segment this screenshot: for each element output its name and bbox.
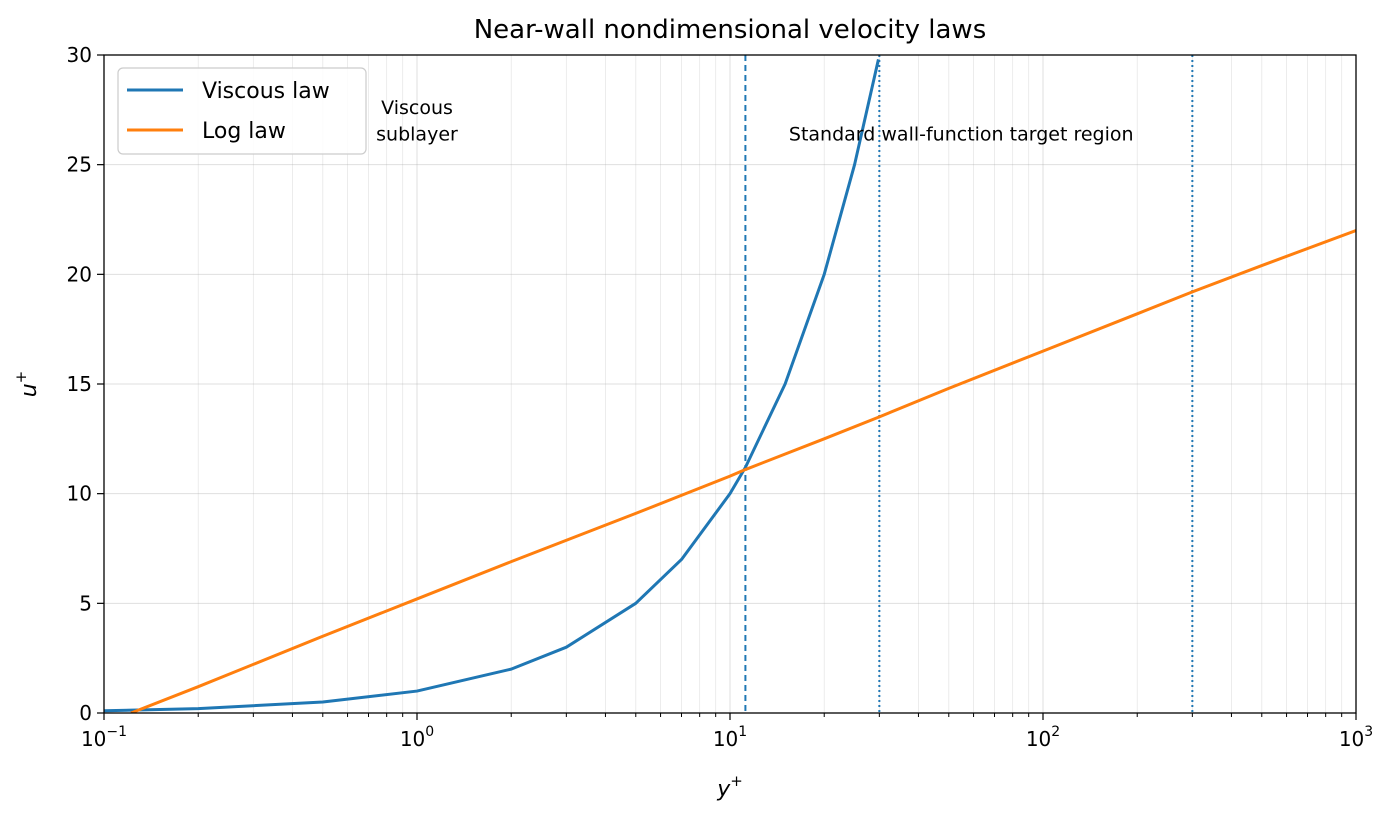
y-tick-label: 15 bbox=[67, 372, 92, 396]
y-axis-label: u+ bbox=[12, 371, 42, 398]
log-law-line bbox=[130, 229, 1356, 713]
y-tick-label: 25 bbox=[67, 153, 92, 177]
x-tick-label: 103 bbox=[1339, 724, 1373, 751]
annotation-text: Standard wall-function target region bbox=[789, 124, 1134, 146]
x-axis-label-superscript: + bbox=[730, 772, 743, 790]
data-series bbox=[104, 59, 1356, 713]
x-axis-label-base: y bbox=[716, 777, 731, 802]
x-tick-label-base: 10 bbox=[1026, 727, 1051, 751]
plot-area bbox=[103, 54, 1357, 714]
annotations: Viscous sublayer Standard wall-function ta… bbox=[376, 97, 1133, 145]
y-tick-label: 20 bbox=[67, 262, 92, 286]
y-tick-label: 0 bbox=[79, 701, 92, 725]
y-axis-label-base: u bbox=[17, 383, 42, 397]
x-tick-label-exponent: 3 bbox=[1364, 724, 1373, 740]
x-tick-label: 101 bbox=[713, 724, 747, 751]
x-axis-label: y+ bbox=[716, 772, 743, 802]
x-tick-label: 100 bbox=[400, 724, 434, 751]
x-tick-label-exponent: 0 bbox=[425, 724, 434, 740]
legend-label: Viscous law bbox=[202, 79, 330, 104]
y-axis-label-superscript: + bbox=[12, 371, 30, 384]
legend: Viscous law Log law bbox=[117, 67, 367, 155]
x-tick-label-base: 10 bbox=[400, 727, 425, 751]
x-tick-label: 102 bbox=[1026, 724, 1060, 751]
annotation-text: Viscous bbox=[381, 97, 453, 119]
x-tick-label-exponent: −1 bbox=[106, 724, 127, 740]
y-tick-label: 5 bbox=[79, 591, 92, 615]
viscous-law-line bbox=[104, 59, 880, 713]
y-tick-label: 30 bbox=[67, 43, 92, 67]
legend-label: Log law bbox=[202, 119, 286, 144]
x-tick-label-exponent: 2 bbox=[1051, 724, 1060, 740]
x-tick-label-base: 10 bbox=[713, 727, 738, 751]
annotation-text: sublayer bbox=[376, 124, 458, 146]
x-tick-label-base: 10 bbox=[81, 727, 106, 751]
plot-background bbox=[104, 55, 1356, 713]
x-tick-label-base: 10 bbox=[1339, 727, 1364, 751]
y-tick-label: 10 bbox=[67, 482, 92, 506]
x-tick-label-exponent: 1 bbox=[738, 724, 747, 740]
chart-title: Near-wall nondimensional velocity laws bbox=[474, 15, 987, 45]
x-tick-label: 10−1 bbox=[81, 724, 127, 751]
